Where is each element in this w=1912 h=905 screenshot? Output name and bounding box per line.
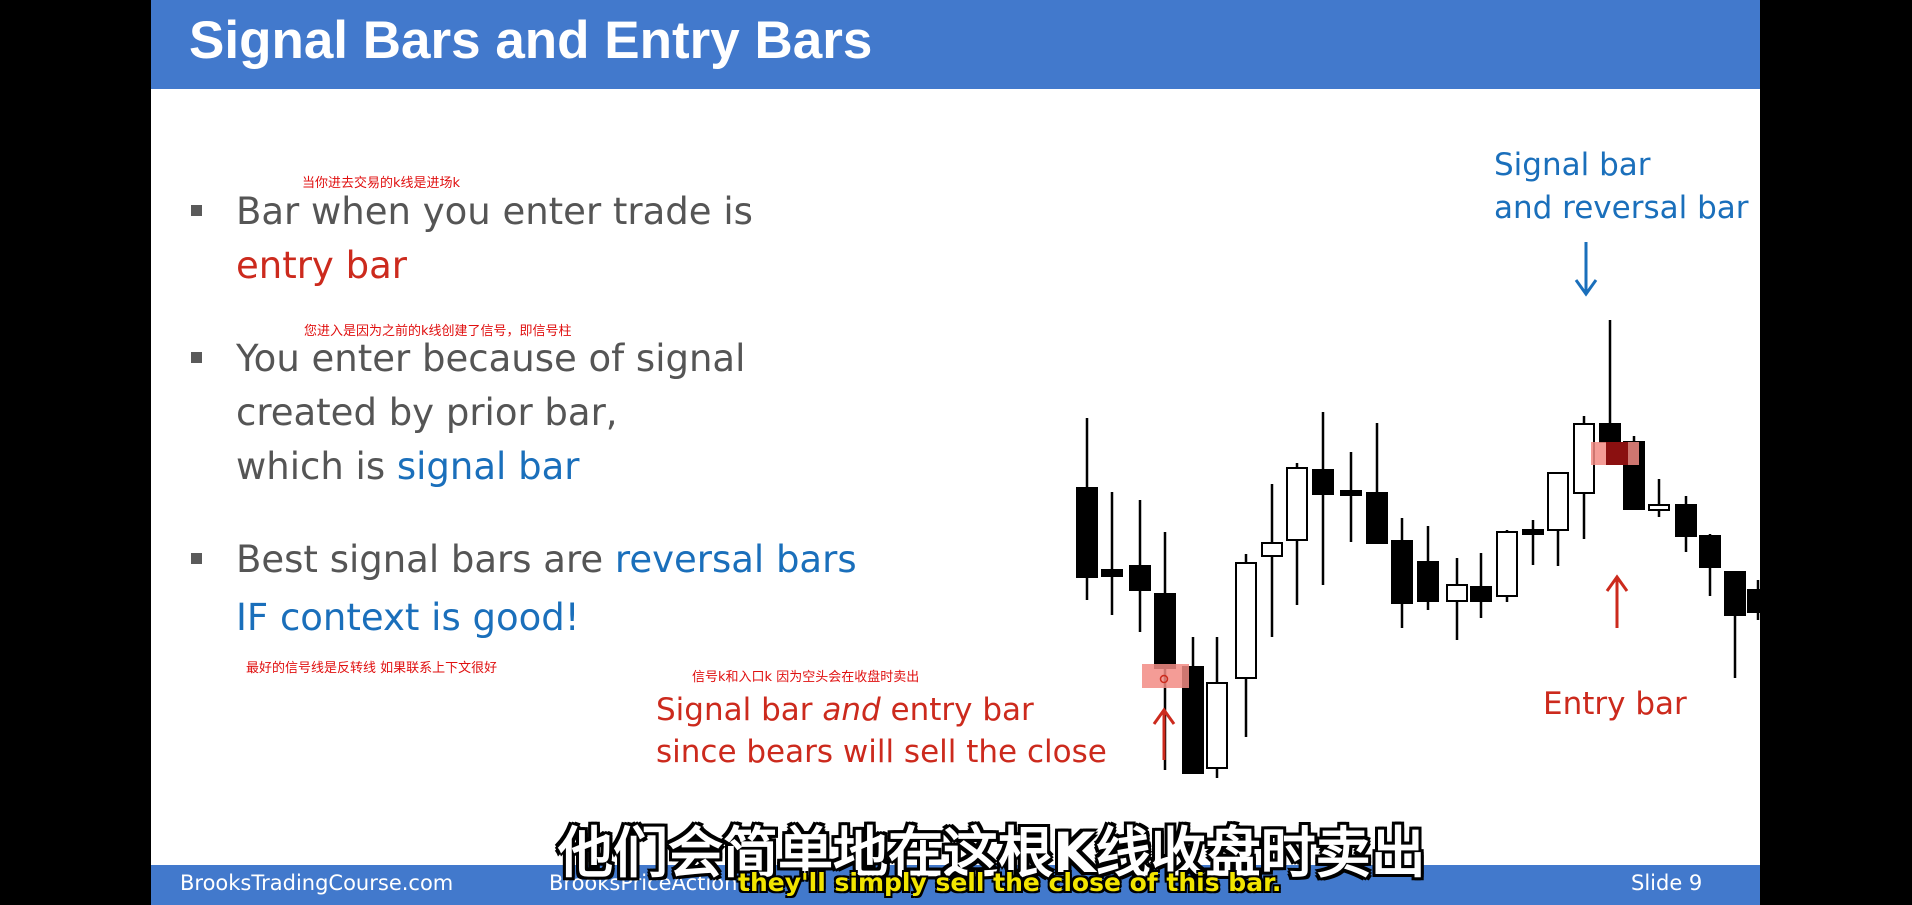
candlestick <box>1235 554 1257 737</box>
candlestick <box>1599 320 1621 453</box>
bullet-3-translation-note: 最好的信号线是反转线 如果联系上下文很好 <box>246 661 498 676</box>
bullet-marker <box>191 352 202 363</box>
candle-body <box>1182 666 1204 774</box>
candle-body <box>1366 492 1388 544</box>
entry-bar-label: Entry bar <box>1543 686 1687 722</box>
footer-website-2: BrooksPriceAction. <box>549 871 745 895</box>
candle-body <box>1154 593 1176 669</box>
bullet-2-translation-note: 您进入是因为之前的k线创建了信号，即信号柱 <box>304 324 572 339</box>
bullet-2-signal-bar: signal bar <box>396 445 580 488</box>
title-bar <box>151 0 1760 89</box>
candlestick <box>1648 479 1670 517</box>
candle-body <box>1391 540 1413 604</box>
signal-entry-text-c: entry bar <box>880 692 1034 728</box>
candlestick <box>1261 484 1283 637</box>
bullet-marker <box>191 205 202 216</box>
bullet-1-line-1: Bar when you enter trade is <box>236 190 753 233</box>
down-arrow-icon <box>1574 242 1598 297</box>
slide-title: Signal Bars and Entry Bars <box>189 11 873 70</box>
subtitle-chinese: 他们会简单地在这根K线收盘时卖出 <box>558 821 1426 885</box>
candle-body <box>1648 504 1670 511</box>
up-arrow-icon <box>1605 574 1629 628</box>
footer-website-1: BrooksTradingCourse.com <box>180 871 454 895</box>
candle-body <box>1446 584 1468 602</box>
candle-body <box>1547 472 1569 531</box>
candle-body <box>1101 569 1123 577</box>
candle-body <box>1261 542 1283 557</box>
signal-reversal-label-line-1: Signal bar <box>1494 147 1651 183</box>
signal-entry-text-a: Signal bar <box>656 692 823 728</box>
candle-body <box>1496 531 1518 597</box>
up-arrow-icon <box>1152 707 1176 760</box>
candlestick <box>1446 558 1468 640</box>
candlestick <box>1312 412 1334 585</box>
candlestick <box>1129 500 1151 632</box>
candle-body <box>1675 504 1697 537</box>
bullet-2-line-1: You enter because of signal <box>236 337 746 380</box>
candlestick <box>1724 571 1746 678</box>
candlestick <box>1547 472 1569 566</box>
candle-body <box>1522 529 1544 535</box>
highlight-dot <box>1159 674 1169 684</box>
candle-body <box>1699 535 1721 568</box>
candlestick <box>1101 492 1123 615</box>
signal-reversal-label-line-2: and reversal bar <box>1494 190 1749 226</box>
bullet-1-entry-bar: entry bar <box>236 244 407 287</box>
candlestick <box>1417 526 1439 610</box>
candle-body <box>1340 490 1362 496</box>
signal-entry-annotation-line-1: Signal bar and entry bar <box>656 689 1034 732</box>
candlestick <box>1522 520 1544 565</box>
candlestick <box>1340 452 1362 542</box>
candlestick <box>1182 637 1204 774</box>
bullet-3-reversal-bars: reversal bars <box>614 538 857 581</box>
candle-body <box>1724 571 1746 616</box>
signal-entry-annotation-line-2: since bears will sell the close <box>656 734 1107 770</box>
bullet-2-line-2: created by prior bar, <box>236 391 618 434</box>
candlestick <box>1206 637 1228 778</box>
candle-body <box>1235 562 1257 679</box>
candlestick <box>1675 496 1697 552</box>
signal-entry-text-and: and <box>822 692 881 728</box>
candle-body <box>1286 467 1308 541</box>
subtitle-english: they'll simply sell the close of this ba… <box>738 868 1282 897</box>
candlestick <box>1391 518 1413 628</box>
bullet-2-line-3-prefix: which is <box>236 445 397 488</box>
candle-body <box>1312 469 1334 495</box>
candlestick <box>1496 530 1518 602</box>
candlestick <box>1747 580 1760 620</box>
candlestick <box>1286 463 1308 605</box>
slide-number: Slide 9 <box>1631 871 1703 895</box>
candlestick <box>1699 534 1721 596</box>
candle-body <box>1129 565 1151 591</box>
candle-body <box>1076 487 1098 578</box>
signal-entry-translation-note: 信号k和入口k 因为空头会在收盘时卖出 <box>692 670 920 685</box>
candle-body <box>1599 423 1621 443</box>
bullet-3-line-1: Best signal bars are reversal bars <box>236 533 857 587</box>
candlestick-chart <box>1076 242 1760 778</box>
bullet-3-context-good: IF context is good! <box>236 596 580 639</box>
candle-body <box>1470 586 1492 602</box>
candle-body <box>1206 682 1228 769</box>
candlestick <box>1366 423 1388 544</box>
entry-bar-highlight-core <box>1606 442 1628 465</box>
candle-body <box>1417 561 1439 602</box>
footer-bar <box>151 865 1760 905</box>
bullet-3-line-1-prefix: Best signal bars are <box>236 538 615 581</box>
bullet-2-line-3: which is signal bar <box>236 440 579 494</box>
candlestick <box>1470 553 1492 618</box>
bullet-marker <box>191 553 202 564</box>
candlestick <box>1573 416 1595 539</box>
candle-body <box>1747 589 1760 613</box>
candlestick <box>1076 418 1098 600</box>
slide: Signal Bars and Entry Bars 当你进去交易的k线是进场k… <box>151 0 1760 905</box>
bullet-1-translation-note: 当你进去交易的k线是进场k <box>302 176 461 191</box>
